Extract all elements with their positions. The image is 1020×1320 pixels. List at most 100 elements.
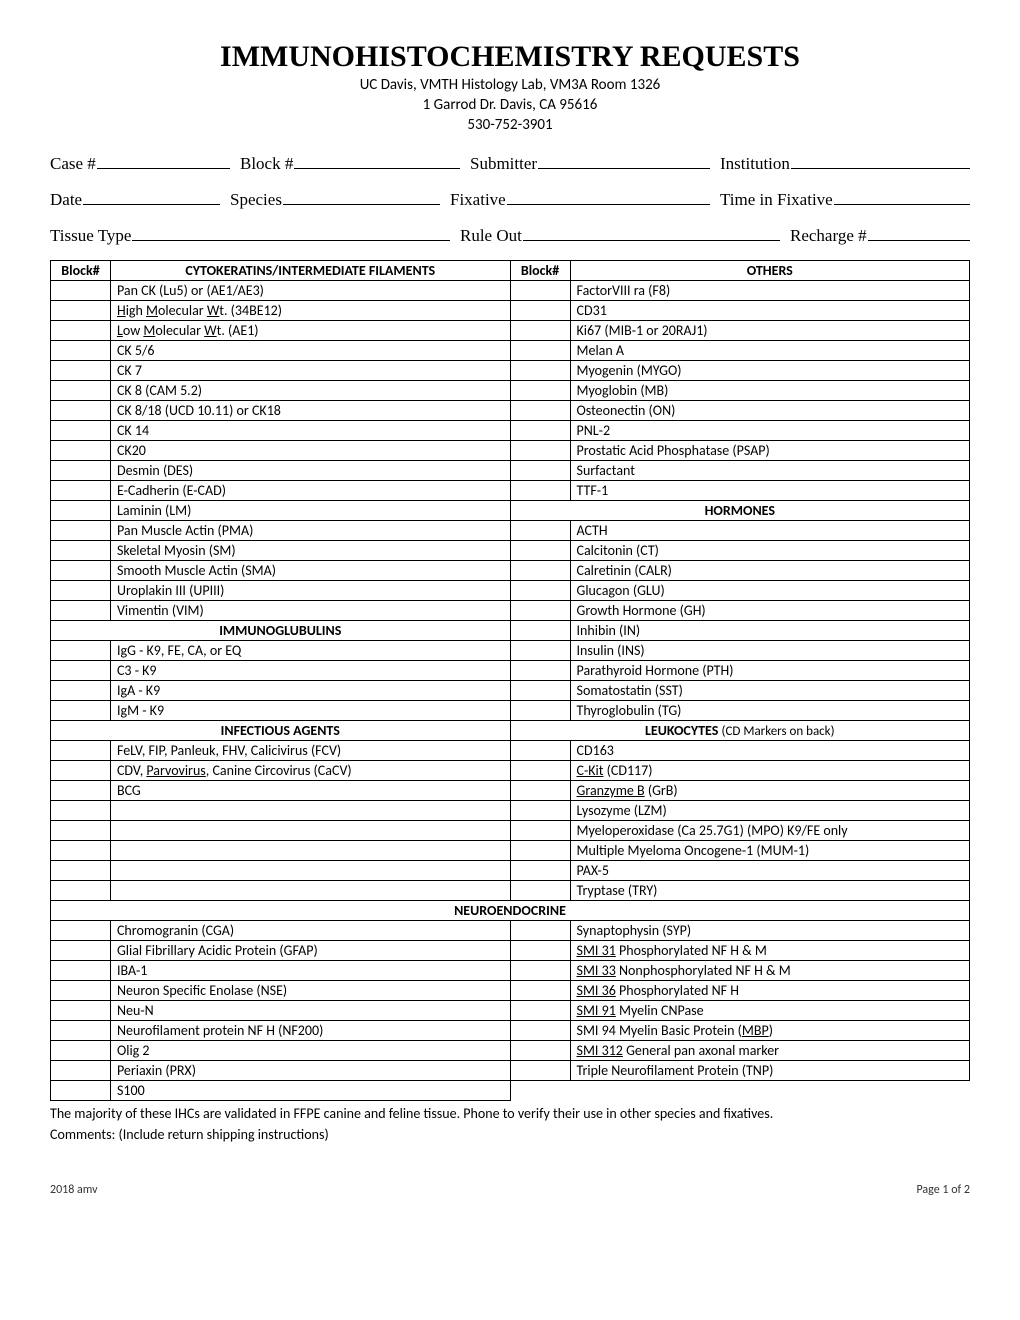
block-cell[interactable] <box>51 641 111 661</box>
block-cell[interactable] <box>51 581 111 601</box>
block-cell[interactable] <box>51 361 111 381</box>
fixative-label: Fixative <box>450 190 506 210</box>
block-cell[interactable] <box>510 441 570 461</box>
block-cell[interactable] <box>51 741 111 761</box>
block-cell[interactable] <box>510 681 570 701</box>
block-cell[interactable] <box>510 961 570 981</box>
block-cell[interactable] <box>510 421 570 441</box>
block-cell[interactable] <box>510 621 570 641</box>
col-block-right: Block# <box>510 261 570 281</box>
block-cell[interactable] <box>510 641 570 661</box>
institution-input[interactable] <box>791 152 970 169</box>
block-cell[interactable] <box>51 781 111 801</box>
block-cell[interactable] <box>510 341 570 361</box>
block-cell[interactable] <box>51 421 111 441</box>
block-cell[interactable] <box>51 501 111 521</box>
block-cell[interactable] <box>510 281 570 301</box>
block-cell[interactable] <box>51 701 111 721</box>
block-cell[interactable] <box>510 541 570 561</box>
block-cell[interactable] <box>510 381 570 401</box>
block-cell[interactable] <box>51 1001 111 1021</box>
block-cell[interactable] <box>51 1021 111 1041</box>
block-cell[interactable] <box>510 1061 570 1081</box>
block-cell[interactable] <box>510 1041 570 1061</box>
case-input[interactable] <box>97 152 230 169</box>
item-cell: CK 8 (CAM 5.2) <box>110 381 510 401</box>
fixative-input[interactable] <box>507 188 710 205</box>
block-cell[interactable] <box>510 361 570 381</box>
block-cell[interactable] <box>51 521 111 541</box>
block-cell[interactable] <box>510 761 570 781</box>
block-cell[interactable] <box>51 461 111 481</box>
submitter-label: Submitter <box>470 154 537 174</box>
ruleout-input[interactable] <box>523 224 780 241</box>
item-cell: Neuron Specific Enolase (NSE) <box>110 981 510 1001</box>
block-cell[interactable] <box>51 561 111 581</box>
block-cell[interactable] <box>51 441 111 461</box>
item-cell: PNL-2 <box>570 421 969 441</box>
block-cell[interactable] <box>51 761 111 781</box>
item-cell: Triple Neurofilament Protein (TNP) <box>570 1061 969 1081</box>
item-cell <box>110 881 510 901</box>
block-cell[interactable] <box>51 541 111 561</box>
block-cell[interactable] <box>51 601 111 621</box>
block-cell[interactable] <box>51 1041 111 1061</box>
block-cell[interactable] <box>510 881 570 901</box>
block-cell[interactable] <box>510 801 570 821</box>
block-cell[interactable] <box>510 781 570 801</box>
block-cell[interactable] <box>510 1021 570 1041</box>
block-cell[interactable] <box>51 961 111 981</box>
block-cell[interactable] <box>510 561 570 581</box>
species-input[interactable] <box>283 188 440 205</box>
block-cell[interactable] <box>510 401 570 421</box>
block-cell[interactable] <box>51 681 111 701</box>
block-cell[interactable] <box>510 941 570 961</box>
block-cell[interactable] <box>510 661 570 681</box>
timeinfix-input[interactable] <box>834 188 970 205</box>
block-cell[interactable] <box>510 921 570 941</box>
recharge-input[interactable] <box>868 224 970 241</box>
block-cell[interactable] <box>510 741 570 761</box>
block-cell[interactable] <box>510 521 570 541</box>
block-cell[interactable] <box>510 821 570 841</box>
block-input[interactable] <box>294 152 460 169</box>
block-cell[interactable] <box>51 661 111 681</box>
block-cell[interactable] <box>51 941 111 961</box>
item-cell: Insulin (INS) <box>570 641 969 661</box>
block-cell[interactable] <box>51 981 111 1001</box>
block-cell[interactable] <box>510 301 570 321</box>
block-cell[interactable] <box>510 481 570 501</box>
item-cell: Pan Muscle Actin (PMA) <box>110 521 510 541</box>
block-cell[interactable] <box>510 981 570 1001</box>
block-cell[interactable] <box>510 601 570 621</box>
block-cell[interactable] <box>51 1061 111 1081</box>
block-cell[interactable] <box>510 701 570 721</box>
block-cell[interactable] <box>51 921 111 941</box>
item-cell: SMI 36 Phosphorylated NF H <box>570 981 969 1001</box>
block-cell[interactable] <box>510 321 570 341</box>
block-cell[interactable] <box>51 1081 111 1101</box>
block-cell[interactable] <box>51 281 111 301</box>
recharge-label: Recharge # <box>790 226 867 246</box>
block-cell[interactable] <box>51 401 111 421</box>
item-cell: Melan A <box>570 341 969 361</box>
block-cell[interactable] <box>51 301 111 321</box>
block-cell[interactable] <box>510 861 570 881</box>
block-cell[interactable] <box>51 801 111 821</box>
block-cell[interactable] <box>51 881 111 901</box>
block-cell[interactable] <box>510 581 570 601</box>
block-cell[interactable] <box>51 341 111 361</box>
block-cell[interactable] <box>51 381 111 401</box>
block-cell[interactable] <box>51 861 111 881</box>
tissuetype-input[interactable] <box>132 224 450 241</box>
date-input[interactable] <box>83 188 220 205</box>
block-cell[interactable] <box>510 461 570 481</box>
block-cell[interactable] <box>51 321 111 341</box>
submitter-input[interactable] <box>538 152 710 169</box>
block-cell[interactable] <box>51 841 111 861</box>
block-cell[interactable] <box>510 1001 570 1021</box>
block-cell[interactable] <box>51 821 111 841</box>
item-cell: Synaptophysin (SYP) <box>570 921 969 941</box>
block-cell[interactable] <box>51 481 111 501</box>
block-cell[interactable] <box>510 841 570 861</box>
